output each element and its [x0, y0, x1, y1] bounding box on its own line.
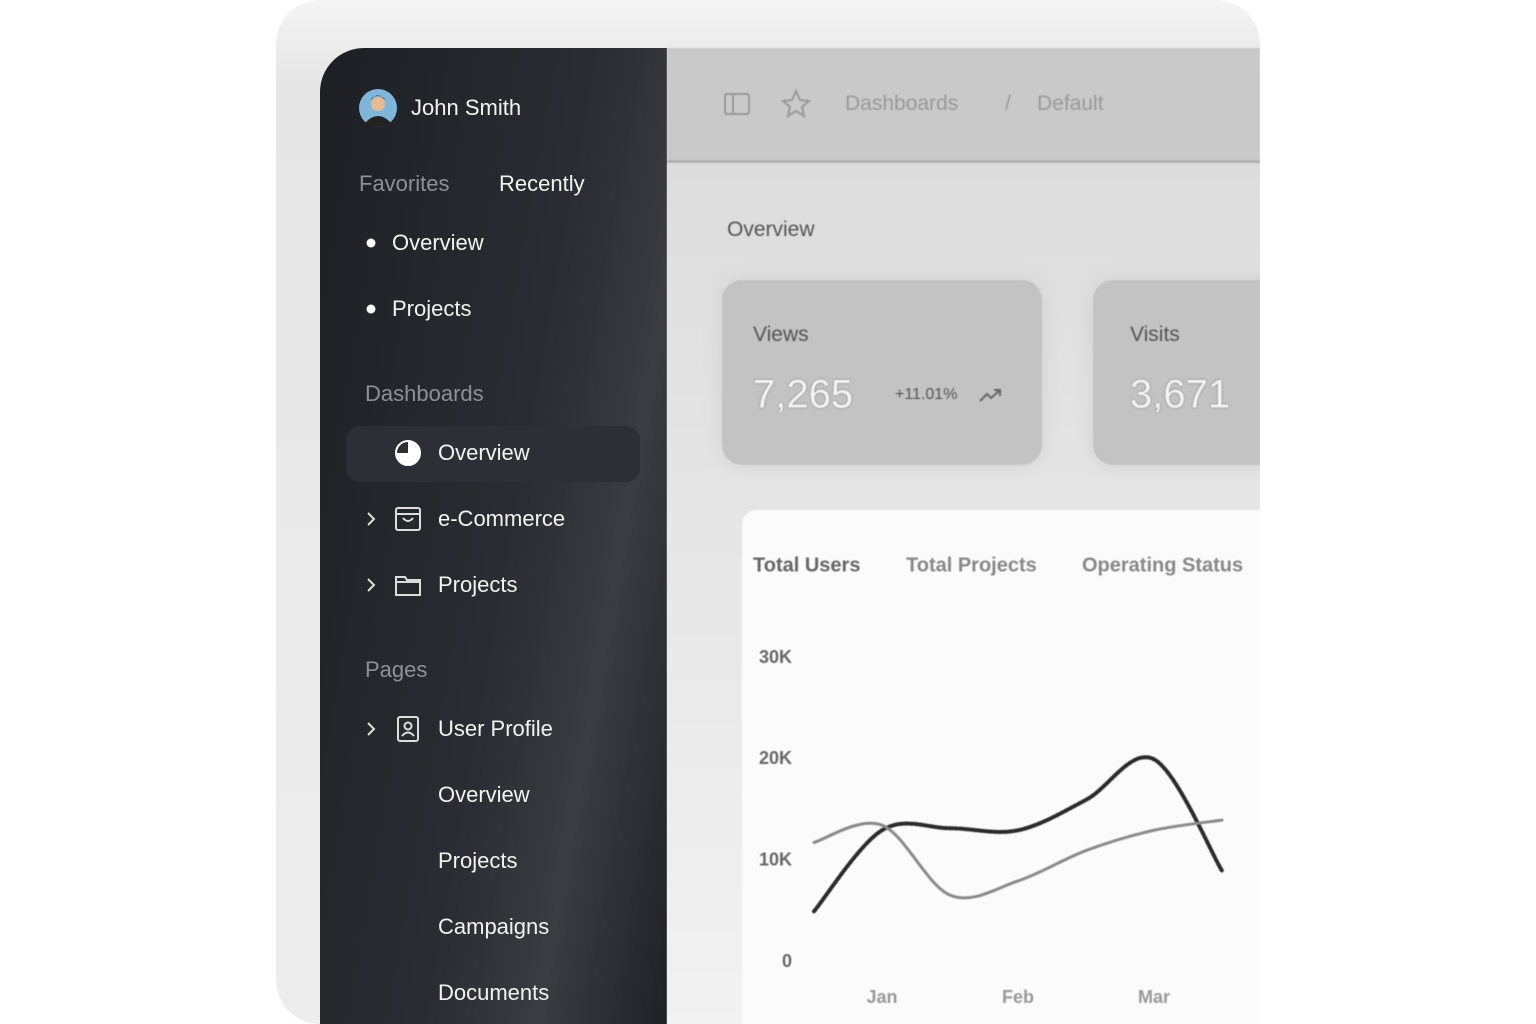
favorite-item[interactable]: Projects: [392, 296, 472, 321]
favorite-item[interactable]: Overview: [392, 230, 484, 255]
chevron: [367, 722, 376, 736]
chart-tab[interactable]: Operating Status: [1082, 554, 1244, 577]
profile-icon: [397, 716, 419, 742]
x-tick-label: Mar: [1138, 987, 1170, 1007]
tab[interactable]: Recently: [499, 171, 585, 196]
stat-label: Views: [753, 323, 809, 346]
chart-panel: [742, 510, 1260, 1024]
store-icon: [395, 507, 421, 531]
section-title: Dashboards: [365, 381, 484, 406]
section-title: Overview: [727, 218, 815, 241]
sidebar: John Smith Favorites Recently Overview P…: [320, 48, 667, 1024]
nav-subitem[interactable]: Overview: [438, 782, 530, 807]
chevron: [367, 578, 376, 592]
app-window: John Smith Favorites Recently Overview P…: [276, 0, 1260, 1024]
x-tick-label: Feb: [1002, 987, 1034, 1007]
nav-item[interactable]: e-Commerce: [438, 506, 566, 531]
stat-value: 7,265: [753, 372, 854, 417]
y-tick-label: 10K: [759, 849, 792, 869]
y-tick-label: 0: [782, 951, 792, 971]
breadcrumb[interactable]: Dashboards: [845, 92, 959, 115]
star-icon[interactable]: [781, 89, 811, 119]
pie-icon: [395, 440, 421, 466]
nav-item[interactable]: User Profile: [438, 716, 553, 741]
stat-card: Visits 3,671: [1093, 280, 1260, 465]
stat-label: Visits: [1130, 323, 1180, 346]
header: Dashboards / Default: [667, 48, 1260, 163]
nav-subitem[interactable]: Documents: [438, 980, 550, 1005]
chevron: [367, 512, 376, 526]
breadcrumb[interactable]: Default: [1037, 92, 1104, 115]
folder-icon: [395, 576, 421, 596]
active-highlight: [346, 426, 640, 482]
bullet: [366, 238, 376, 248]
sidebar-toggle[interactable]: [723, 92, 751, 116]
stat-change: +11.01%: [895, 386, 958, 403]
series-line: [812, 755, 1224, 914]
tab[interactable]: Favorites: [359, 171, 450, 196]
nav-item[interactable]: Overview: [438, 440, 530, 465]
y-tick-label: 30K: [759, 647, 792, 667]
chart-tab[interactable]: Total Users: [753, 554, 861, 577]
series-line: [812, 818, 1224, 900]
trend-icon: [979, 389, 1001, 402]
stat-value: 3,671: [1130, 372, 1231, 417]
nav-subitem[interactable]: Campaigns: [438, 914, 550, 939]
nav-item[interactable]: Projects: [438, 572, 518, 597]
user-name[interactable]: John Smith: [411, 95, 522, 120]
chart-tab[interactable]: Total Projects: [906, 554, 1037, 577]
y-tick-label: 20K: [759, 748, 792, 768]
breadcrumb-separator: /: [1005, 92, 1011, 115]
stat-card: Views 7,265 +11.01%: [722, 280, 1042, 465]
line-chart: 0 10K 20K 30K Jan Feb Mar: [759, 647, 1224, 1007]
bullet: [366, 304, 376, 314]
section-title: Pages: [365, 657, 428, 682]
avatar: [359, 89, 397, 127]
main-content: Dashboards / Default Overview Views 7,26…: [667, 48, 1260, 1024]
nav-subitem[interactable]: Projects: [438, 848, 518, 873]
x-tick-label: Jan: [866, 987, 897, 1007]
